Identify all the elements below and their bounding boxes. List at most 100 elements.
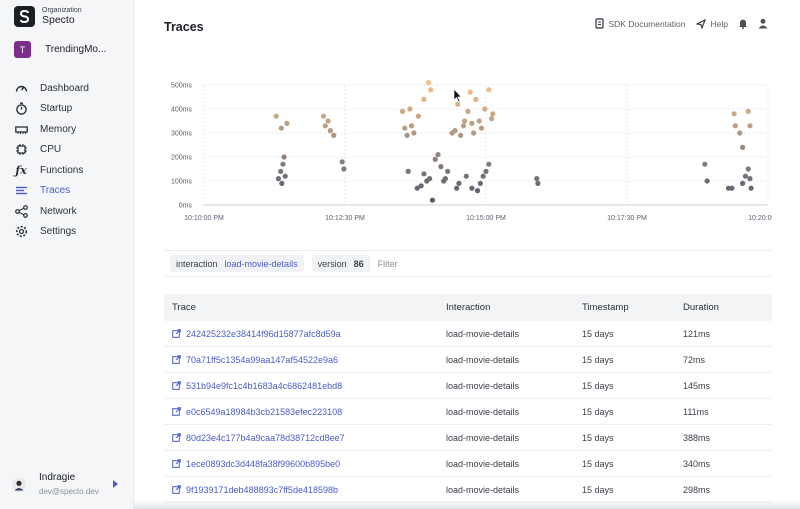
trace-point[interactable] — [737, 130, 743, 136]
trace-point[interactable] — [473, 96, 479, 102]
trace-point[interactable] — [339, 159, 345, 165]
sidebar-item-network[interactable]: Network — [14, 201, 89, 222]
trace-point[interactable] — [281, 154, 287, 160]
trace-point[interactable] — [702, 161, 708, 167]
sidebar-item-startup[interactable]: Startup — [14, 99, 89, 120]
table-row[interactable]: 531b94e9fc1c4b1683a4c6862481ebd8 load-mov… — [164, 373, 772, 399]
trace-point[interactable] — [421, 96, 427, 102]
column-header-trace[interactable]: Trace — [172, 302, 196, 313]
account-button[interactable] — [758, 18, 768, 29]
sidebar-item-traces[interactable]: Traces — [14, 181, 89, 202]
sidebar-item-settings[interactable]: Settings — [14, 222, 89, 243]
trace-point[interactable] — [534, 176, 540, 182]
trace-point[interactable] — [452, 128, 458, 134]
trace-point[interactable] — [489, 116, 495, 122]
column-header-timestamp[interactable]: Timestamp — [582, 302, 629, 313]
trace-point[interactable] — [421, 171, 427, 177]
trace-point[interactable] — [731, 111, 737, 117]
trace-point[interactable] — [408, 123, 415, 129]
trace-point[interactable] — [278, 125, 284, 131]
trace-point[interactable] — [280, 161, 286, 167]
trace-point[interactable] — [428, 87, 434, 93]
trace-point[interactable] — [418, 183, 424, 189]
trace-point[interactable] — [407, 106, 413, 112]
trace-point[interactable] — [476, 118, 482, 124]
trace-point[interactable] — [465, 108, 471, 114]
sidebar-item-memory[interactable]: Memory — [14, 119, 89, 140]
trace-point[interactable] — [399, 108, 406, 114]
help-link[interactable]: Help — [695, 18, 728, 29]
trace-point[interactable] — [273, 113, 279, 119]
trace-point[interactable] — [455, 101, 461, 107]
trace-id-link[interactable]: 242425232e38414f96d15877afc8d59a — [186, 328, 341, 339]
trace-point[interactable] — [327, 128, 333, 134]
trace-point[interactable] — [486, 87, 492, 93]
trace-point[interactable] — [405, 168, 411, 174]
trace-point[interactable] — [704, 178, 710, 184]
table-row[interactable]: 70a71ff5c1354a99aa147af54522e9a6 load-mov… — [164, 347, 772, 373]
trace-point[interactable] — [463, 173, 469, 179]
user-menu[interactable]: Indragie dev@specto.dev — [12, 470, 124, 500]
trace-id-link[interactable]: 80d23e4c177b4a9caa78d38712cd8ee7 — [186, 432, 345, 443]
trace-point[interactable] — [747, 123, 753, 129]
trace-point[interactable] — [535, 180, 541, 186]
trace-point[interactable] — [438, 164, 444, 170]
trace-point[interactable] — [745, 108, 751, 114]
trace-point[interactable] — [275, 176, 282, 182]
trace-id-link[interactable]: 531b94e9fc1c4b1683a4c6862481ebd8 — [186, 380, 343, 391]
table-row[interactable]: 1ece0893dc3d448fa38f99600b895be0 load-mov… — [164, 451, 772, 477]
trace-point[interactable] — [445, 168, 451, 174]
trace-point[interactable] — [429, 197, 436, 203]
trace-point[interactable] — [320, 113, 327, 119]
trace-point[interactable] — [414, 185, 420, 191]
trace-point[interactable] — [278, 168, 284, 174]
trace-point[interactable] — [483, 168, 489, 174]
app-switcher[interactable]: T TrendingMo... — [14, 41, 106, 58]
trace-point[interactable] — [284, 120, 290, 126]
trace-point[interactable] — [478, 125, 485, 131]
traces-scatter-chart[interactable]: 0ms 100ms 200ms 300ms 400ms 500ms 10:10:00 PM 1… — [164, 76, 772, 226]
trace-point[interactable] — [742, 173, 749, 179]
trace-point[interactable] — [282, 173, 288, 179]
sidebar-item-cpu[interactable]: CPU — [14, 140, 89, 161]
trace-point[interactable] — [325, 118, 331, 124]
trace-point[interactable] — [480, 173, 486, 179]
organization-switcher[interactable]: Organization Specto — [14, 6, 82, 27]
trace-point[interactable] — [331, 132, 337, 138]
version-filter-chip[interactable]: version 86 — [311, 255, 370, 272]
trace-point[interactable] — [454, 185, 460, 191]
interaction-filter-chip[interactable]: interaction load-movie-details — [170, 255, 304, 272]
trace-id-link[interactable]: e0c6549a18984b3cb21583efec223108 — [186, 406, 343, 417]
column-header-duration[interactable]: Duration — [683, 302, 719, 313]
trace-point[interactable] — [415, 113, 421, 119]
table-row[interactable]: 242425232e38414f96d15877afc8d59a load-mov… — [164, 321, 772, 347]
trace-point[interactable] — [461, 118, 468, 124]
table-row[interactable]: 80d23e4c177b4a9caa78d38712cd8ee7 load-mov… — [164, 425, 772, 451]
trace-id-link[interactable]: 1ece0893dc3d448fa38f99600b895be0 — [186, 458, 341, 469]
trace-point[interactable] — [402, 125, 408, 131]
trace-point[interactable] — [490, 111, 496, 117]
notifications-button[interactable] — [738, 18, 748, 29]
trace-point[interactable] — [341, 166, 347, 172]
sidebar-item-dashboard[interactable]: Dashboard — [14, 78, 89, 99]
trace-id-link[interactable]: 70a71ff5c1354a99aa147af54522e9a6 — [186, 354, 338, 365]
trace-point[interactable] — [467, 89, 473, 95]
trace-point[interactable] — [460, 123, 467, 129]
trace-point[interactable] — [740, 144, 746, 150]
trace-point[interactable] — [486, 161, 492, 167]
sdk-documentation-link[interactable]: SDK Documentation — [594, 18, 686, 29]
trace-point[interactable] — [745, 166, 751, 172]
trace-point[interactable] — [469, 185, 475, 191]
column-header-interaction[interactable]: Interaction — [446, 302, 491, 313]
trace-point[interactable] — [442, 176, 448, 182]
trace-point[interactable] — [732, 123, 738, 129]
trace-point[interactable] — [425, 80, 432, 86]
trace-point[interactable] — [458, 132, 464, 138]
sidebar-item-functions[interactable]: ƒx Functions — [14, 160, 89, 181]
trace-point[interactable] — [435, 152, 441, 158]
trace-point[interactable] — [279, 180, 285, 186]
trace-id-link[interactable]: 9f1939171deb488893c7ff5de418598b — [186, 484, 338, 495]
trace-point[interactable] — [740, 180, 746, 186]
trace-point[interactable] — [729, 185, 735, 191]
trace-point[interactable] — [404, 132, 410, 138]
